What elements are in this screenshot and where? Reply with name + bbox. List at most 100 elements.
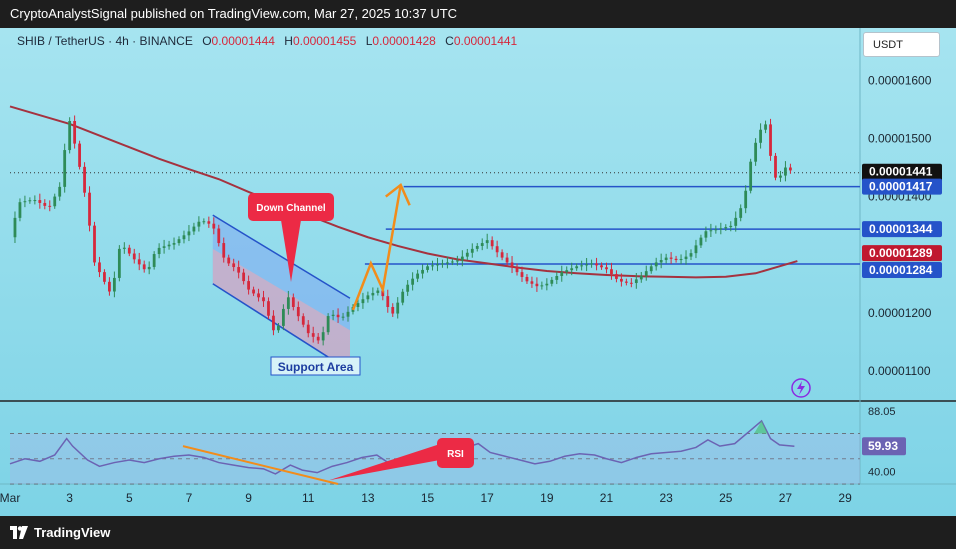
candle-body — [326, 316, 330, 333]
candle-body — [152, 254, 156, 267]
low-label: L — [365, 34, 373, 48]
candle-body — [267, 301, 270, 316]
tradingview-logo-icon — [10, 526, 28, 539]
candle-body — [137, 259, 141, 265]
candle-body — [122, 247, 126, 249]
candle-body — [376, 290, 380, 293]
high-value: 0.00001455 — [292, 34, 357, 48]
candle-body — [510, 262, 514, 268]
candle-body — [306, 324, 310, 334]
date-tick-label: 13 — [361, 491, 375, 505]
candle-body — [341, 316, 345, 318]
date-tick-label: 25 — [719, 491, 733, 505]
candle-body — [336, 314, 340, 318]
symbol-legend: SHIB / TetherUS · 4h · BINANCE O0.000014… — [17, 34, 517, 48]
close-value: 0.00001441 — [453, 34, 518, 48]
price-label-box — [862, 261, 942, 278]
candle-body — [103, 272, 106, 282]
candle-body — [78, 143, 81, 167]
candle-body — [296, 307, 300, 317]
candle-body — [570, 268, 574, 271]
candle-body — [585, 264, 589, 266]
date-tick-label: 29 — [838, 491, 852, 505]
candle-body — [291, 297, 295, 307]
candle-body — [465, 252, 469, 257]
candle-body — [366, 295, 370, 300]
candle-body — [142, 264, 146, 270]
candle-body — [654, 262, 658, 267]
candle-body — [620, 278, 623, 282]
candle-body — [237, 267, 241, 273]
candle-body — [704, 231, 708, 238]
candle-body — [212, 223, 216, 229]
candle-body — [719, 228, 723, 230]
candle-body — [674, 258, 678, 261]
price-label: 0.00001289 — [869, 246, 933, 260]
candle-body — [227, 257, 231, 264]
candle-body — [749, 161, 753, 191]
candle-body — [724, 227, 728, 229]
candle-body — [436, 264, 439, 266]
chart-svg[interactable]: 0.000016000.000015000.000014000.00001300… — [0, 28, 956, 516]
candle-body — [490, 240, 494, 247]
candle-body — [525, 276, 529, 282]
candle-body — [257, 293, 260, 298]
lightning-icon — [791, 378, 811, 398]
candle-body — [182, 235, 186, 240]
candle-body — [207, 221, 211, 224]
candle-body — [495, 246, 499, 253]
candle-body — [396, 302, 400, 314]
candle-body — [475, 245, 479, 249]
candle-body — [83, 166, 86, 193]
candle-body — [58, 186, 62, 197]
candle-body — [644, 271, 648, 276]
price-tick-label: 0.00001100 — [868, 364, 931, 378]
candle-body — [485, 240, 489, 244]
candle-body — [88, 192, 91, 226]
down-channel-label: Down Channel — [256, 203, 326, 214]
candle-body — [28, 200, 32, 202]
candle-body — [381, 290, 385, 297]
candle-body — [391, 307, 395, 314]
candle-body — [629, 282, 633, 284]
currency-button[interactable]: USDT — [863, 32, 940, 57]
price-label: 0.00001417 — [869, 180, 933, 194]
candle-body — [108, 281, 111, 292]
candle-body — [565, 270, 569, 273]
candle-body — [634, 279, 638, 284]
candle-body — [550, 279, 554, 284]
candle-body — [624, 281, 628, 283]
chart-area[interactable]: 0.000016000.000015000.000014000.00001300… — [0, 28, 956, 516]
price-label-box — [862, 221, 942, 238]
candle-body — [689, 253, 693, 257]
date-tick-label: 7 — [186, 491, 193, 505]
projection-arrow — [351, 184, 402, 311]
candle-body — [252, 289, 255, 294]
candle-body — [789, 167, 792, 171]
price-label-box — [862, 245, 942, 262]
date-tick-label: 19 — [540, 491, 554, 505]
candle-body — [127, 247, 131, 254]
publisher-line: CryptoAnalystSignal published on Trading… — [10, 6, 458, 21]
candle-body — [68, 121, 72, 151]
candle-body — [316, 336, 320, 341]
candle-body — [610, 269, 613, 275]
candle-body — [754, 142, 758, 162]
candle-body — [167, 244, 171, 247]
chart-background — [0, 28, 956, 516]
candle-body — [460, 256, 464, 261]
candle-body — [744, 190, 748, 209]
rsi-label: RSI — [447, 449, 464, 460]
candle-body — [421, 269, 424, 274]
date-tick-label: 5 — [126, 491, 133, 505]
candle-body — [426, 266, 429, 270]
candle-body — [93, 225, 96, 263]
down-channel-top-line — [212, 214, 351, 299]
candle-body — [242, 272, 246, 282]
date-tick-label: 23 — [659, 491, 673, 505]
candle-body — [301, 316, 305, 325]
down-channel-lower-fill — [212, 248, 350, 371]
candle-body — [530, 281, 534, 284]
candle-body — [192, 226, 196, 232]
candle-body — [157, 247, 161, 255]
